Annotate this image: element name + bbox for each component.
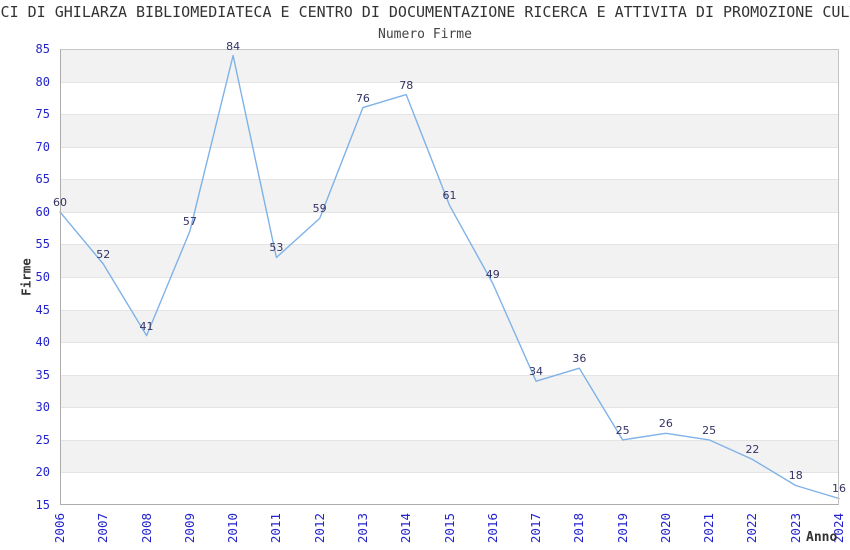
- y-tick-label: 35: [35, 367, 50, 382]
- y-tick-label: 65: [35, 172, 50, 187]
- y-axis-title: Firme: [18, 258, 34, 296]
- x-tick-label: 2006: [52, 513, 67, 544]
- chart-title-text: SCI DI GHILARZA BIBLIOMEDIATECA E CENTRO…: [0, 3, 850, 21]
- y-tick-label: 25: [35, 432, 50, 447]
- x-axis-ticks: 2006 2007 2008 2009 2010 2011 2012 2013 2014 2015…: [52, 511, 846, 550]
- y-tick-label: 75: [35, 107, 50, 122]
- grid-band: [60, 114, 839, 147]
- grid-band: [60, 439, 839, 473]
- y-tick-label: 40: [35, 335, 50, 350]
- grid-band: [60, 211, 839, 245]
- y-axis-ticks: 85 80 75 70 65 60 55 50 45 40 35 30 25 20 15: [0, 42, 50, 512]
- grid-band: [60, 472, 839, 505]
- y-tick-label: 70: [35, 139, 50, 154]
- x-tick-label: 2016: [484, 513, 500, 544]
- chart-subtitle: Numero Firme: [378, 27, 472, 42]
- x-tick-label: 2007: [95, 513, 111, 544]
- y-tick-label: 85: [35, 42, 50, 56]
- x-tick-label: 2017: [528, 513, 544, 544]
- x-tick-label: 2018: [571, 513, 587, 544]
- y-tick-label: 55: [35, 237, 50, 252]
- x-tick-label: 2023: [787, 513, 803, 544]
- x-tick-label: 2013: [354, 513, 370, 544]
- y-tick-label: 15: [35, 498, 50, 512]
- chart-title: SCI DI GHILARZA BIBLIOMEDIATECA E CENTRO…: [0, 3, 850, 21]
- y-tick-label: 60: [35, 204, 50, 219]
- grid-band: [60, 277, 839, 310]
- grid-band: [60, 244, 839, 277]
- x-tick-label: 2010: [225, 513, 241, 544]
- y-tick-label: 20: [35, 465, 50, 480]
- x-axis-title: Anno: [806, 530, 838, 545]
- grid-band: [60, 374, 839, 408]
- y-tick-label: 45: [35, 302, 50, 317]
- x-tick-label: 2019: [614, 513, 630, 544]
- x-tick-label: 2009: [181, 513, 197, 544]
- line-path: [59, 54, 840, 500]
- grid-band: [60, 309, 839, 343]
- x-tick-label: 2012: [311, 513, 327, 544]
- y-tick-label: 80: [35, 74, 50, 89]
- x-tick-label: 2015: [441, 513, 457, 544]
- x-tick-label: 2008: [138, 513, 154, 544]
- grid-band: [60, 146, 839, 180]
- grid-band: [60, 81, 839, 115]
- grid-band: [60, 407, 839, 440]
- x-tick-label: 2011: [268, 513, 284, 544]
- y-tick-label: 50: [35, 270, 50, 284]
- line-series: [59, 54, 840, 500]
- x-tick-label: 2020: [657, 513, 673, 544]
- x-tick-label: 2022: [744, 513, 760, 544]
- x-tick-label: 2021: [701, 513, 717, 544]
- plot-area: [60, 49, 839, 505]
- grid-band: [60, 342, 839, 375]
- y-tick-label: 30: [35, 400, 50, 415]
- x-tick-label: 2014: [398, 513, 414, 544]
